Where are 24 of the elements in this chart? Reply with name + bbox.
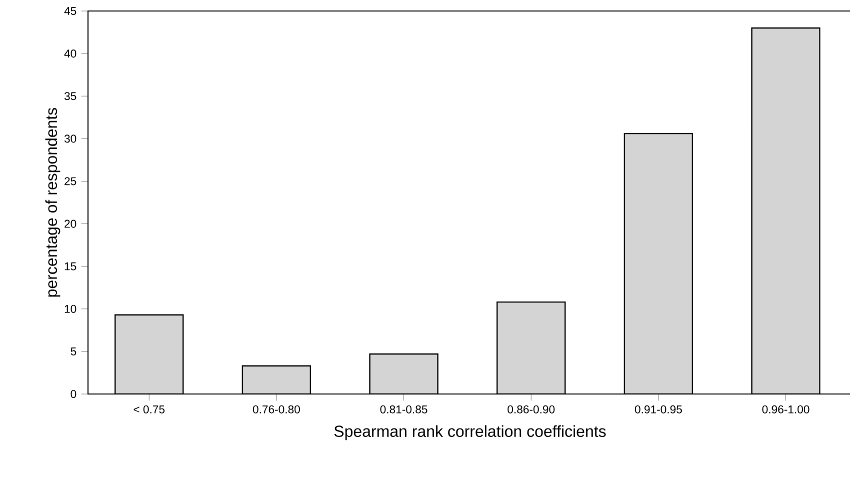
x-tick-label: 0.81-0.85 (380, 405, 428, 414)
bar (369, 353, 438, 394)
bar (751, 27, 820, 394)
y-tick-label: 15 (64, 262, 76, 270)
x-axis-title: Spearman rank correlation coefficients (334, 425, 606, 440)
y-tick-label: 20 (64, 220, 76, 228)
bar (496, 301, 566, 394)
y-tick-label: 0 (70, 390, 76, 398)
y-tick-label: 25 (64, 177, 76, 186)
bar (624, 132, 694, 394)
y-tick-label: 10 (64, 304, 76, 313)
x-tick-label: < 0.75 (134, 405, 165, 414)
x-tick-label: 0.96-1.00 (762, 405, 810, 414)
y-tick-label: 30 (64, 134, 76, 143)
bar (114, 314, 184, 394)
x-tick-label: 0.91-0.95 (634, 405, 682, 414)
y-tick-label: 45 (64, 7, 76, 15)
x-tick-label: 0.86-0.90 (508, 405, 555, 414)
y-axis-title: percentage of respondents (45, 108, 60, 297)
x-tick-label: 0.76-0.80 (252, 405, 300, 414)
bar (242, 365, 312, 394)
y-tick-label: 5 (70, 347, 76, 356)
y-tick-label: 40 (64, 50, 76, 58)
y-tick-label: 35 (64, 92, 76, 100)
